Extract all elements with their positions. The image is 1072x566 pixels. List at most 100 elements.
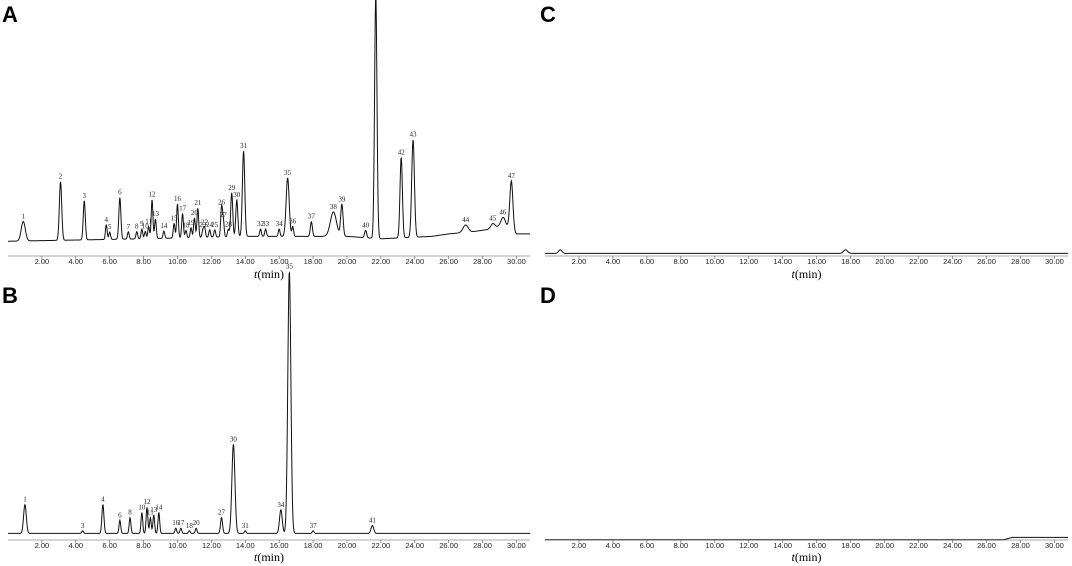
peak-label: 24 <box>206 221 214 229</box>
x-tick-label: 26.00 <box>439 541 458 550</box>
chromatogram-trace <box>545 536 1068 541</box>
peak-label: 4 <box>101 496 105 504</box>
x-tick-label: 2.00 <box>572 257 587 266</box>
x-tick-label: 12.00 <box>739 541 758 550</box>
peak-label: 33 <box>262 220 270 228</box>
x-tick-label: 22.00 <box>371 257 390 266</box>
peak-label: 5 <box>108 223 112 231</box>
peak-label: 16 <box>174 195 182 203</box>
x-tick-label: 16.00 <box>807 257 826 266</box>
peak-label: 10 <box>138 503 146 511</box>
peak-label: 10 <box>142 222 150 230</box>
x-tick-label: 26.00 <box>977 257 996 266</box>
x-axis-title: t(min) <box>791 550 821 564</box>
peak-label: 17 <box>177 519 185 527</box>
peak-label: 43 <box>410 131 418 139</box>
x-tick-label: 10.00 <box>705 541 724 550</box>
peak-label: 14 <box>160 222 168 230</box>
x-tick-label: 18.00 <box>304 541 323 550</box>
peak-label: 8 <box>135 223 139 231</box>
peak-label: 13 <box>150 506 158 514</box>
x-tick-label: 8.00 <box>136 541 151 550</box>
x-tick-label: 2.00 <box>35 257 50 266</box>
peak-label: 19 <box>188 219 196 227</box>
peak-label: 46 <box>499 208 507 216</box>
peak-label: 8 <box>128 509 132 517</box>
peak-label: 1 <box>22 212 26 220</box>
peak-label: 40 <box>362 221 370 229</box>
peak-label: 4 <box>105 216 109 224</box>
peak-label: 9 <box>140 220 144 228</box>
panel-a: A 2.00 4.00 6.00 8.00 10.00 12.00 14.00 16.00 18.… <box>2 0 530 281</box>
peak-label: 15 <box>171 214 179 222</box>
x-tick-label: 14.00 <box>773 257 792 266</box>
peak-label: 37 <box>310 522 318 530</box>
peak-label: 6 <box>118 511 122 519</box>
peak-label: 42 <box>398 148 406 156</box>
peak-label: 21 <box>194 199 202 207</box>
x-axis-title-unit: (min) <box>795 267 822 281</box>
x-tick-label: 8.00 <box>674 541 689 550</box>
peak-label: 32 <box>257 220 265 228</box>
peak-label: 34 <box>277 501 285 509</box>
peak-label: 18 <box>182 221 190 229</box>
peak-label: 44 <box>462 216 470 224</box>
x-tick-label: 2.00 <box>572 541 587 550</box>
panel-letter: B <box>2 283 18 308</box>
x-tick-label: 24.00 <box>405 541 424 550</box>
x-axis-title-italic: t <box>791 267 795 281</box>
x-tick-label: 28.00 <box>1011 257 1030 266</box>
x-tick-label: 6.00 <box>102 257 117 266</box>
peak-label: 37 <box>308 213 316 221</box>
x-tick-label: 16.00 <box>807 541 826 550</box>
x-tick-label: 26.00 <box>977 541 996 550</box>
x-tick-label: 12.00 <box>739 257 758 266</box>
x-tick-label: 8.00 <box>674 257 689 266</box>
x-tick-label: 20.00 <box>338 541 357 550</box>
peak-label: 39 <box>338 196 346 204</box>
x-axis-title: t(min) <box>254 267 284 281</box>
peak-label: 11 <box>145 217 152 225</box>
peak-label: 18 <box>186 522 194 530</box>
x-axis-title-unit: (min) <box>795 550 822 564</box>
peak-label: 20 <box>191 209 199 217</box>
x-tick-label: 10.00 <box>705 257 724 266</box>
x-tick-label: 24.00 <box>405 257 424 266</box>
peak-label: 30 <box>233 191 241 199</box>
x-tick-label: 18.00 <box>841 541 860 550</box>
peak-label: 28 <box>225 220 233 228</box>
x-tick-label: 20.00 <box>875 257 894 266</box>
x-axis-title-italic: t <box>791 550 795 564</box>
peak-label: 17 <box>179 204 187 212</box>
x-tick-label: 20.00 <box>875 541 894 550</box>
chromatogram-trace <box>545 249 1068 254</box>
chromatogram-trace <box>7 0 530 242</box>
peak-label: 41 <box>369 517 377 525</box>
chromatogram-trace <box>8 271 530 534</box>
x-tick-label: 28.00 <box>473 257 492 266</box>
x-tick-label: 28.00 <box>473 541 492 550</box>
peak-label: 31 <box>242 522 250 530</box>
peak-label: 20 <box>193 519 201 527</box>
x-tick-label: 14.00 <box>773 541 792 550</box>
x-tick-label: 24.00 <box>943 541 962 550</box>
x-tick-label: 30.00 <box>507 541 526 550</box>
x-tick-label: 22.00 <box>909 541 928 550</box>
peak-label: 3 <box>81 522 85 530</box>
x-tick-label: 6.00 <box>640 541 655 550</box>
x-tick-label: 30.00 <box>1045 541 1064 550</box>
x-tick-label: 20.00 <box>338 257 357 266</box>
peak-label: 29 <box>228 184 236 192</box>
peak-label: 38 <box>330 203 338 211</box>
x-tick-label: 24.00 <box>943 257 962 266</box>
panel-letter: C <box>540 2 556 27</box>
peak-label: 23 <box>199 221 207 229</box>
x-tick-label: 14.00 <box>236 257 255 266</box>
peak-label: 12 <box>143 498 151 506</box>
peak-label: 34 <box>276 220 284 228</box>
x-tick-label: 6.00 <box>102 541 117 550</box>
peak-label: 31 <box>240 142 248 150</box>
peak-label: 36 <box>289 218 297 226</box>
peak-label: 47 <box>508 172 516 180</box>
